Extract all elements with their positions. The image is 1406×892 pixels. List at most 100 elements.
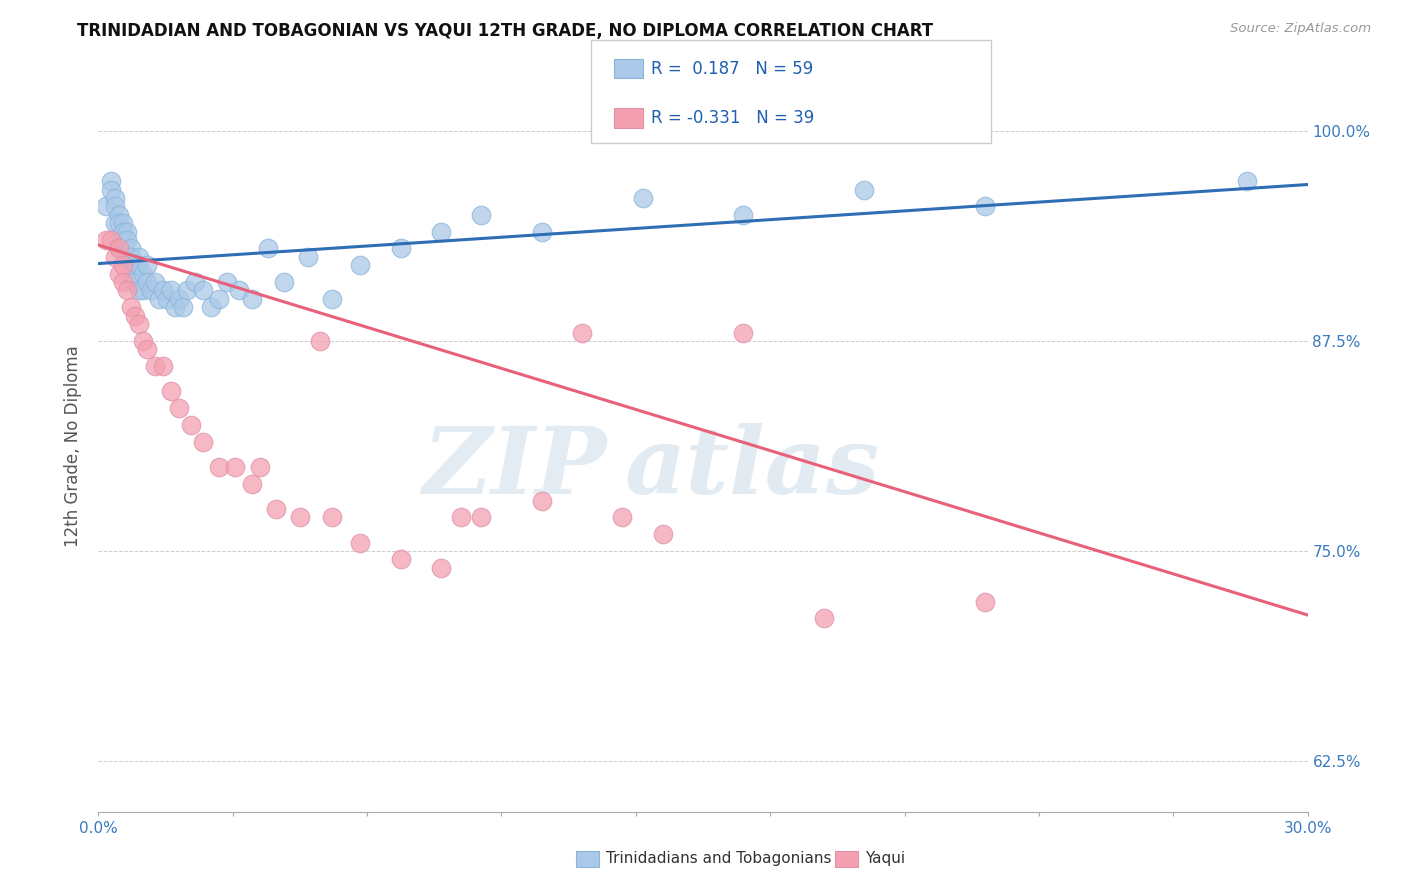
Point xyxy=(100,174,122,188)
Text: TRINIDADIAN AND TOBAGONIAN VS YAQUI 12TH GRADE, NO DIPLOMA CORRELATION CHART: TRINIDADIAN AND TOBAGONIAN VS YAQUI 12TH… xyxy=(77,22,934,40)
Point xyxy=(240,476,263,491)
Point xyxy=(103,199,125,213)
Point xyxy=(111,275,134,289)
Point xyxy=(128,317,150,331)
Point xyxy=(96,233,118,247)
Point xyxy=(124,275,146,289)
Point xyxy=(208,460,231,475)
Point xyxy=(96,199,118,213)
Point xyxy=(430,561,453,575)
Point xyxy=(143,275,166,289)
Point xyxy=(974,594,997,608)
Point xyxy=(124,309,146,323)
Point xyxy=(120,250,142,264)
Point xyxy=(120,267,142,281)
Point xyxy=(160,284,183,298)
Point xyxy=(111,225,134,239)
Point xyxy=(107,216,129,230)
Text: R =  0.187   N = 59: R = 0.187 N = 59 xyxy=(651,60,813,78)
Point xyxy=(217,275,239,289)
Point xyxy=(297,250,319,264)
Point xyxy=(612,510,634,524)
Point xyxy=(208,292,231,306)
Point xyxy=(107,233,129,247)
Point xyxy=(172,300,194,314)
Point xyxy=(103,216,125,230)
Point xyxy=(107,242,129,256)
Point xyxy=(120,242,142,256)
Point xyxy=(193,434,215,449)
Point xyxy=(853,183,876,197)
Point xyxy=(184,275,207,289)
Point xyxy=(264,502,287,516)
Point xyxy=(115,284,138,298)
Point xyxy=(167,292,190,306)
Point xyxy=(389,552,412,566)
Point xyxy=(132,334,155,348)
Point xyxy=(288,510,311,524)
Point xyxy=(240,292,263,306)
Point xyxy=(115,250,138,264)
Point xyxy=(389,242,412,256)
Text: Yaqui: Yaqui xyxy=(865,852,905,866)
Point xyxy=(107,208,129,222)
Point xyxy=(135,343,157,357)
Point xyxy=(974,199,997,213)
Point xyxy=(103,191,125,205)
Point xyxy=(631,191,654,205)
Point xyxy=(813,611,835,625)
Point xyxy=(349,258,371,272)
Point xyxy=(321,510,343,524)
Point xyxy=(135,258,157,272)
Point xyxy=(100,233,122,247)
Point xyxy=(176,284,198,298)
Point xyxy=(309,334,332,348)
Point xyxy=(132,267,155,281)
Point xyxy=(128,284,150,298)
Point xyxy=(143,359,166,373)
Point xyxy=(152,284,174,298)
Point xyxy=(103,250,125,264)
Text: Trinidadians and Tobagonians: Trinidadians and Tobagonians xyxy=(606,852,831,866)
Point xyxy=(571,326,593,340)
Point xyxy=(450,510,472,524)
Text: R = -0.331   N = 39: R = -0.331 N = 39 xyxy=(651,109,814,127)
Point xyxy=(148,292,170,306)
Point xyxy=(224,460,246,475)
Point xyxy=(124,258,146,272)
Y-axis label: 12th Grade, No Diploma: 12th Grade, No Diploma xyxy=(65,345,83,547)
Text: ZIP: ZIP xyxy=(422,423,606,513)
Point xyxy=(273,275,295,289)
Point xyxy=(111,258,134,272)
Point xyxy=(100,183,122,197)
Point xyxy=(470,208,492,222)
Point xyxy=(135,275,157,289)
Point xyxy=(200,300,222,314)
Point xyxy=(115,233,138,247)
Point xyxy=(120,300,142,314)
Point xyxy=(1236,174,1258,188)
Point xyxy=(349,535,371,549)
Point xyxy=(430,225,453,239)
Point xyxy=(530,493,553,508)
Point xyxy=(111,216,134,230)
Point xyxy=(128,250,150,264)
Point xyxy=(228,284,250,298)
Point xyxy=(180,417,202,432)
Point xyxy=(651,527,673,541)
Point xyxy=(156,292,179,306)
Point xyxy=(160,384,183,399)
Point xyxy=(111,233,134,247)
Point xyxy=(530,225,553,239)
Point xyxy=(107,267,129,281)
Point xyxy=(733,326,755,340)
Point xyxy=(193,284,215,298)
Point xyxy=(152,359,174,373)
Point xyxy=(128,258,150,272)
Point xyxy=(132,284,155,298)
Point xyxy=(470,510,492,524)
Point xyxy=(256,242,278,256)
Point xyxy=(163,300,186,314)
Point xyxy=(115,225,138,239)
Point xyxy=(733,208,755,222)
